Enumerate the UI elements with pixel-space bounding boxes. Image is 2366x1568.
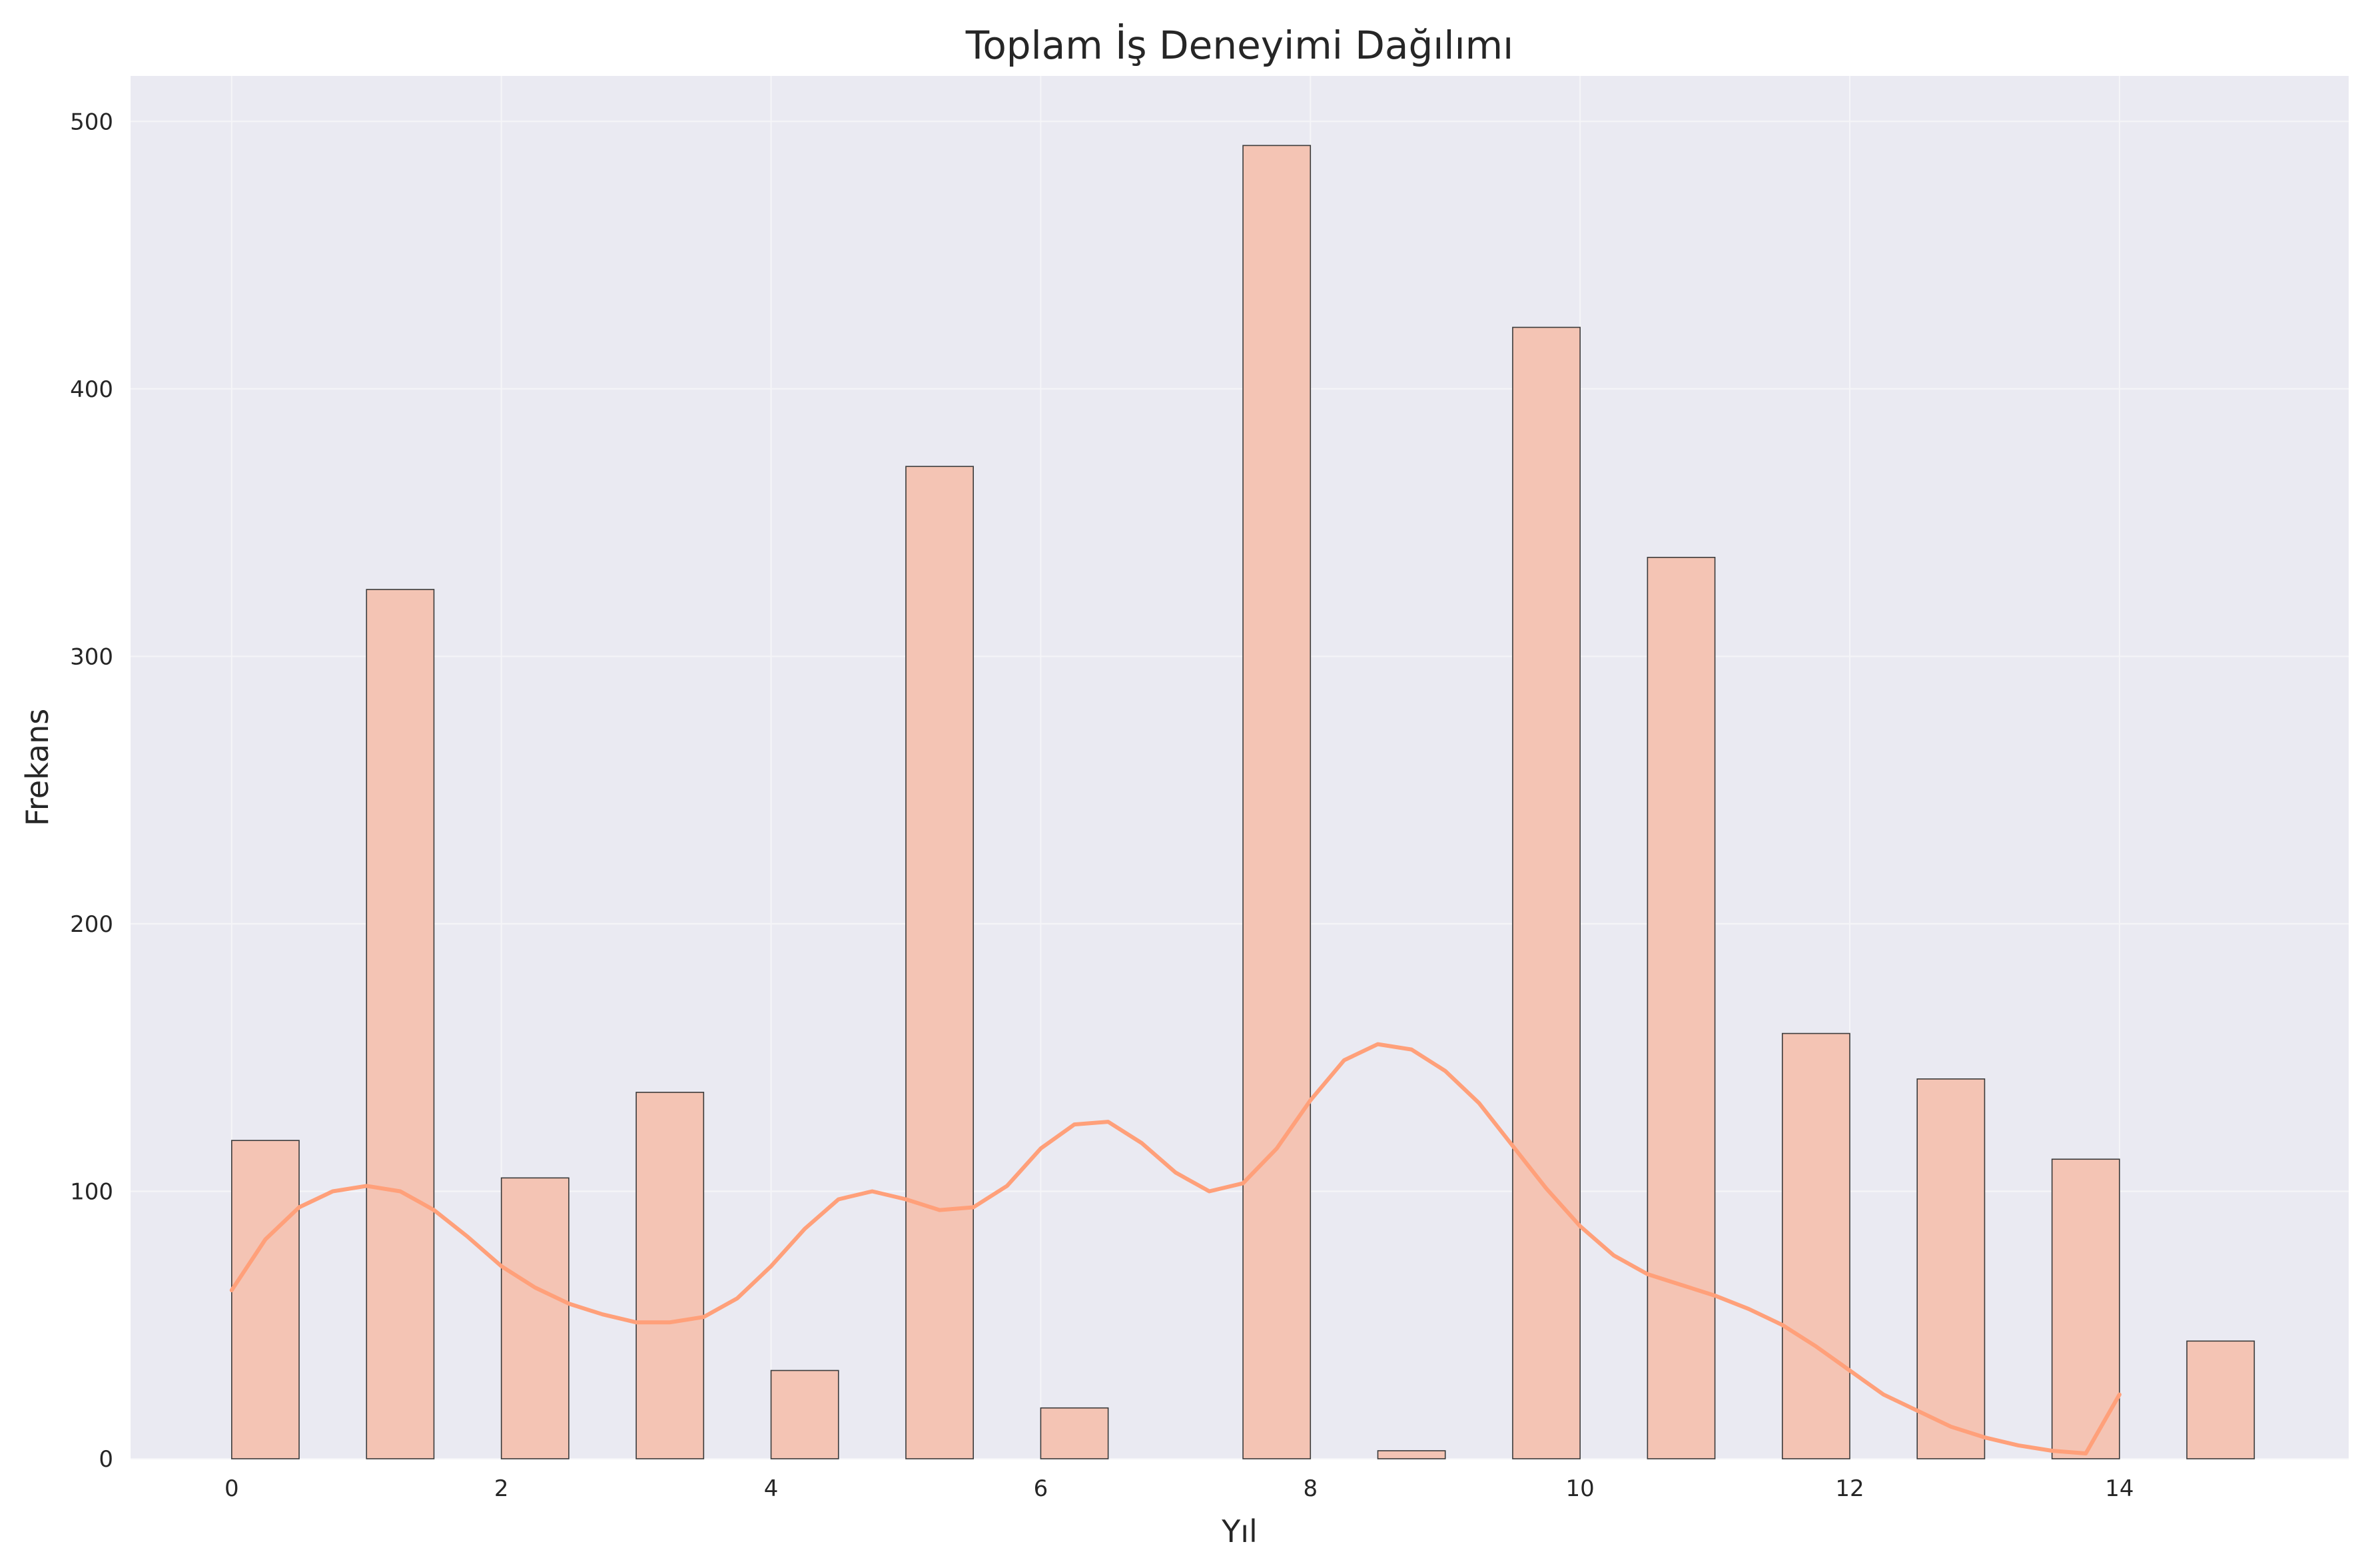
- histogram-bar: [366, 589, 435, 1459]
- plot-area: [131, 76, 2349, 1459]
- y-axis-label: Frekans: [19, 709, 55, 826]
- histogram-bar: [905, 466, 974, 1459]
- x-tick-label: 12: [1835, 1475, 1864, 1502]
- histogram-bar: [1781, 1032, 1850, 1459]
- histogram-bar: [1242, 145, 1312, 1459]
- histogram-bar: [1916, 1078, 1986, 1459]
- x-tick-label: 8: [1303, 1475, 1318, 1502]
- histogram-bar: [1377, 1450, 1446, 1459]
- x-tick-labels: 0 2 4 6 8 10 12 14: [224, 1475, 2134, 1502]
- histogram-bar: [1040, 1407, 1109, 1459]
- histogram-bar: [2186, 1340, 2255, 1459]
- y-tick-labels: 0 100 200 300 400 500: [70, 109, 113, 1473]
- bars-group: [231, 145, 2255, 1459]
- y-tick-label: 100: [70, 1178, 113, 1205]
- x-tick-label: 14: [2105, 1475, 2134, 1502]
- histogram-bar: [500, 1177, 570, 1459]
- x-tick-label: 2: [494, 1475, 509, 1502]
- histogram-bar: [231, 1140, 300, 1459]
- histogram-bar: [2051, 1158, 2120, 1459]
- chart-title: Toplam İş Deneyimi Dağılımı: [965, 23, 1513, 68]
- x-tick-label: 4: [764, 1475, 779, 1502]
- y-tick-label: 500: [70, 109, 113, 135]
- histogram-bar: [635, 1092, 705, 1459]
- histogram-bar: [770, 1370, 839, 1459]
- histogram-bar: [1647, 556, 1716, 1459]
- y-tick-label: 400: [70, 376, 113, 403]
- x-tick-label: 0: [224, 1475, 239, 1502]
- y-tick-label: 200: [70, 911, 113, 938]
- y-tick-label: 0: [99, 1446, 113, 1473]
- y-tick-label: 300: [70, 643, 113, 670]
- histogram-bar: [1512, 326, 1581, 1459]
- x-tick-label: 10: [1566, 1475, 1595, 1502]
- x-tick-label: 6: [1034, 1475, 1048, 1502]
- kde-line: [229, 1042, 2122, 1455]
- x-axis-label: Yıl: [1221, 1513, 1258, 1549]
